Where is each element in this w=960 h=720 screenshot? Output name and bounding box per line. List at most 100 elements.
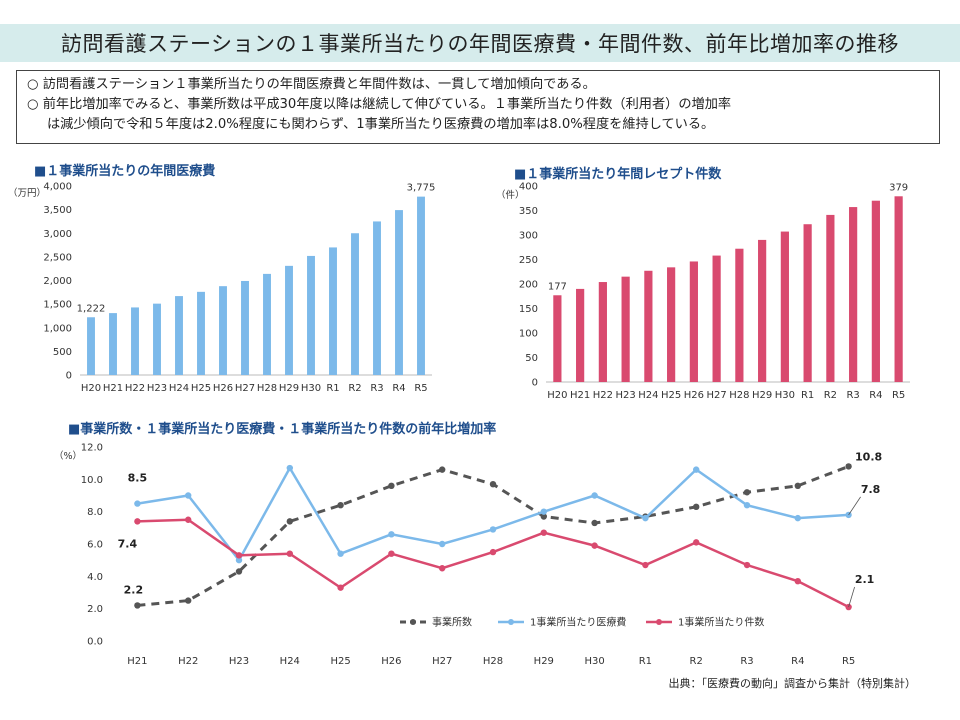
x-tick-label-1: R4 <box>869 390 882 401</box>
bar-1 <box>667 267 676 382</box>
bar-0 <box>241 280 249 375</box>
x-tick-label-2: R4 <box>791 656 804 667</box>
series-line-2 <box>137 518 850 609</box>
x-tick-label-2: R3 <box>740 656 753 667</box>
series-point-0 <box>794 482 801 489</box>
chart-unit-1: （件） <box>496 189 525 201</box>
legend-marker-2 <box>656 619 662 625</box>
bar-0 <box>175 296 183 375</box>
legend-label-1: 1事業所当たり医療費 <box>530 616 626 629</box>
bar-1 <box>553 295 562 382</box>
x-tick-label-0: R5 <box>414 383 427 394</box>
x-tick-label-1: R3 <box>846 390 859 401</box>
x-tick-label-0: H24 <box>169 383 189 394</box>
y-tick-label-1: 150 <box>519 304 538 315</box>
x-tick-label-2: R5 <box>842 656 855 667</box>
x-tick-label-0: R3 <box>370 383 383 394</box>
x-tick-label-1: H29 <box>752 390 772 401</box>
bar-0 <box>131 307 139 375</box>
y-tick-label-0: 2,500 <box>43 252 72 263</box>
chart-title-0: ■１事業所当たりの年間医療費 <box>34 163 215 179</box>
x-tick-label-0: H21 <box>103 383 123 394</box>
bar-1 <box>894 196 903 382</box>
legend-marker-1 <box>508 619 514 625</box>
x-tick-label-2: H26 <box>381 656 401 667</box>
x-tick-label-2: H25 <box>330 656 350 667</box>
y-tick-label-1: 400 <box>519 182 538 193</box>
series-point-1 <box>286 464 293 472</box>
series-point-2 <box>794 577 801 585</box>
bar-0 <box>351 233 359 375</box>
y-tick-label-2: 4.0 <box>87 572 103 583</box>
data-label-2: 2.1 <box>855 573 875 586</box>
data-label-2: 8.5 <box>128 472 148 485</box>
series-point-2 <box>743 561 751 569</box>
data-label-0: 1,222 <box>77 303 106 314</box>
series-point-2 <box>235 552 243 559</box>
series-point-0 <box>286 518 293 525</box>
series-point-0 <box>388 482 395 489</box>
series-point-1 <box>794 514 801 522</box>
bar-0 <box>263 273 271 375</box>
legend-label-2: 1事業所当たり件数 <box>678 616 764 629</box>
bar-1 <box>689 261 698 382</box>
x-tick-label-1: H28 <box>729 390 749 401</box>
series-point-2 <box>540 529 547 536</box>
leader-line-1 <box>848 496 861 516</box>
series-point-1 <box>540 508 547 515</box>
series-point-2 <box>286 550 293 557</box>
series-point-0 <box>591 519 598 527</box>
y-tick-label-1: 250 <box>519 255 538 266</box>
x-tick-label-2: H24 <box>280 656 300 667</box>
y-tick-label-2: 10.0 <box>81 475 103 486</box>
series-point-0 <box>185 597 192 604</box>
series-point-0 <box>489 480 497 488</box>
series-point-0 <box>337 502 344 509</box>
data-label-1: 379 <box>889 182 908 193</box>
chart-unit-0: （万円） <box>8 187 46 199</box>
x-tick-label-0: H27 <box>235 383 255 394</box>
series-point-1 <box>591 492 598 499</box>
x-tick-label-1: H30 <box>775 390 795 401</box>
x-tick-label-0: H25 <box>191 383 211 394</box>
x-tick-label-1: R2 <box>824 390 837 401</box>
bar-0 <box>395 210 403 375</box>
series-point-0 <box>845 463 852 470</box>
x-tick-label-1: R1 <box>801 390 814 401</box>
y-tick-label-2: 12.0 <box>81 443 103 454</box>
series-point-0 <box>439 466 446 473</box>
summary-line-3: は減少傾向で令和５年度は2.0%程度にも関わらず、1事業所当たり医療費の増加率は… <box>47 117 715 132</box>
x-tick-label-0: H28 <box>257 383 277 394</box>
x-tick-label-1: H20 <box>547 390 567 401</box>
legend-marker-0 <box>410 619 416 625</box>
series-point-1 <box>134 500 141 507</box>
bar-1 <box>598 282 607 382</box>
y-tick-label-1: 350 <box>519 206 538 217</box>
y-tick-label-0: 1,500 <box>43 300 72 311</box>
series-point-0 <box>134 602 141 609</box>
y-tick-label-0: 3,500 <box>43 205 72 216</box>
series-point-1 <box>439 540 446 548</box>
bar-1 <box>758 239 767 382</box>
bar-1 <box>849 207 858 382</box>
bar-0 <box>417 196 425 375</box>
summary-box: ○ 訪問看護ステーション１事業所当たりの年間医療費と年間件数は、一貫して増加傾向… <box>16 70 940 144</box>
chart-title-2: ■事業所数・１事業所当たり医療費・１事業所当たり件数の前年比増加率 <box>68 421 496 437</box>
page-title-bar: 訪問看護ステーションの１事業所当たりの年間医療費・年間件数、前年比増加率の推移 <box>0 24 960 62</box>
x-tick-label-0: H26 <box>213 383 233 394</box>
bar-1 <box>826 214 835 382</box>
y-tick-label-2: 0.0 <box>87 637 103 648</box>
y-tick-label-1: 300 <box>519 231 538 242</box>
x-tick-label-0: R1 <box>326 383 339 394</box>
legend-label-0: 事業所数 <box>432 616 472 629</box>
x-tick-label-1: R5 <box>892 390 905 401</box>
data-label-2: 7.4 <box>118 537 138 550</box>
x-tick-label-2: H23 <box>229 656 249 667</box>
series-point-0 <box>540 513 547 520</box>
series-point-0 <box>235 568 243 575</box>
y-tick-label-2: 6.0 <box>87 540 103 551</box>
page-title: 訪問看護ステーションの１事業所当たりの年間医療費・年間件数、前年比増加率の推移 <box>60 32 900 56</box>
bar-1 <box>621 276 630 382</box>
x-tick-label-2: H22 <box>178 656 198 667</box>
